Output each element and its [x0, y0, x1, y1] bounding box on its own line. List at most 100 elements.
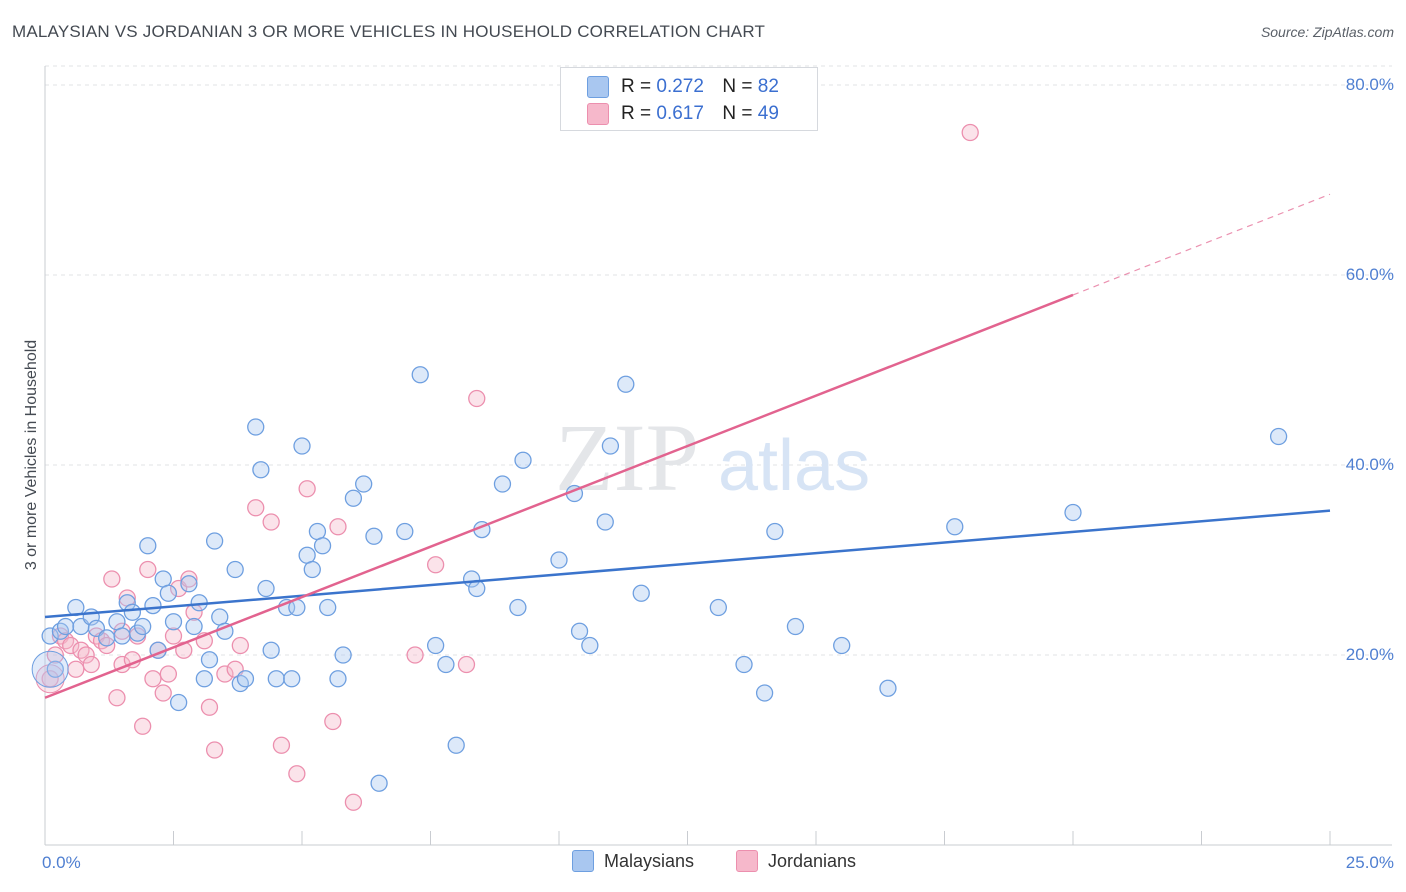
malaysians-point — [735, 655, 753, 674]
jordanians-r-value: 0.617 — [656, 103, 704, 124]
y-tick-label: 40.0% — [1345, 455, 1394, 474]
malaysians-point — [123, 603, 142, 621]
malaysians-cluster-point — [31, 650, 69, 688]
malaysians-point — [139, 537, 157, 555]
malaysians-point — [98, 629, 116, 647]
watermark: ZIP atlas — [555, 404, 870, 511]
malaysians-point — [601, 437, 620, 455]
jordanians-point — [262, 513, 280, 531]
jordanians-label: Jordanians — [768, 850, 857, 871]
jordanians-point — [164, 627, 183, 645]
r-label: R = — [621, 76, 652, 97]
x-tick-max: 25.0% — [1345, 853, 1394, 872]
malaysians-point — [370, 774, 388, 792]
malaysians-point — [879, 679, 897, 697]
n-label: N = — [722, 76, 753, 97]
malaysians-point — [185, 617, 203, 636]
malaysians-point — [786, 617, 805, 636]
malaysians-point — [596, 513, 614, 531]
malaysians-point — [56, 617, 75, 636]
malaysians-point — [169, 693, 188, 712]
malaysians-point — [205, 532, 224, 550]
jordanians-point — [200, 698, 219, 716]
jordanians-point — [72, 641, 90, 659]
malaysians-point — [514, 451, 532, 469]
watermark-zip: ZIP — [555, 404, 699, 511]
jordanians-point — [154, 684, 172, 702]
malaysians-point — [211, 608, 229, 626]
malaysians-r-value: 0.272 — [656, 76, 704, 97]
malaysians-point — [1064, 503, 1082, 522]
jordanians-point — [457, 655, 476, 674]
correlation-legend: R = 0.272 N = 82 R = 0.617 N = 49 — [560, 67, 818, 131]
malaysians-point — [581, 636, 599, 655]
malaysians-point — [1269, 427, 1288, 446]
malaysians-point — [113, 627, 131, 645]
malaysians-point — [231, 674, 249, 693]
malaysians-trend-line — [44, 509, 1331, 619]
jordanians-point — [468, 389, 486, 408]
jordanians-point — [329, 518, 347, 536]
malaysians-swatch — [587, 76, 609, 98]
trend-lines — [44, 193, 1331, 699]
malaysians-point — [766, 522, 784, 541]
malaysians-point — [447, 736, 465, 754]
jordanians-point — [344, 793, 363, 811]
gridlines — [45, 65, 1392, 656]
jordanians-swatch — [736, 850, 758, 872]
jordanians-trend-extension — [1072, 193, 1331, 296]
malaysians-point — [226, 560, 244, 579]
malaysians-point — [570, 622, 589, 640]
malaysians-point — [319, 598, 337, 617]
malaysians-point — [632, 584, 650, 602]
jordanians-n-value: 49 — [757, 103, 779, 124]
jordanians-point — [82, 655, 100, 674]
r-label: R = — [621, 103, 652, 124]
malaysians-point — [396, 522, 414, 541]
malaysians-point — [257, 579, 275, 598]
jordanians-point — [426, 556, 445, 574]
axes — [44, 66, 1392, 846]
malaysians-point — [365, 527, 383, 545]
source-credit: Source: ZipAtlas.com — [1260, 24, 1394, 40]
jordanians-swatch — [587, 103, 609, 125]
malaysians-point — [493, 475, 512, 493]
jordanians-point — [216, 665, 234, 683]
jordanians-point — [406, 646, 424, 664]
jordanians-point — [961, 123, 979, 142]
malaysians-point — [709, 598, 727, 617]
malaysians-point — [252, 461, 270, 479]
jordanians-trend-line — [44, 293, 1074, 699]
malaysians-point — [51, 622, 70, 640]
malaysians-point — [946, 518, 964, 536]
jordanians-point — [272, 736, 291, 754]
malaysians-point — [159, 584, 178, 602]
jordanians-point — [205, 741, 224, 759]
malaysians-point — [334, 646, 352, 664]
malaysians-point — [344, 489, 363, 507]
malaysians-point — [509, 598, 527, 617]
jordanians-point — [159, 665, 178, 683]
malaysians-point — [200, 651, 219, 669]
malaysians-point — [550, 551, 568, 569]
bottom-legend-malaysians[interactable]: Malaysians — [572, 850, 694, 872]
malaysians-point — [303, 560, 321, 579]
chart-title: MALAYSIAN VS JORDANIAN 3 OR MORE VEHICLE… — [12, 22, 766, 41]
malaysians-point — [180, 575, 198, 593]
y-tick-label: 20.0% — [1345, 645, 1394, 664]
jordanians-point — [231, 636, 249, 655]
malaysians-point — [355, 475, 373, 493]
jordanians-point — [134, 717, 152, 735]
bottom-legend-jordanians[interactable]: Jordanians — [736, 850, 856, 872]
jordanians-point — [324, 712, 342, 731]
malaysians-label: Malaysians — [604, 850, 695, 871]
malaysians-point — [247, 418, 265, 436]
jordanians-point — [139, 560, 157, 579]
malaysians-n-value: 82 — [757, 76, 779, 97]
malaysians-point — [134, 617, 152, 636]
jordanians-point — [144, 670, 162, 688]
malaysians-point — [236, 670, 255, 688]
malaysians-point — [755, 684, 774, 702]
malaysians-point — [298, 546, 316, 564]
malaysians-point — [426, 636, 445, 655]
